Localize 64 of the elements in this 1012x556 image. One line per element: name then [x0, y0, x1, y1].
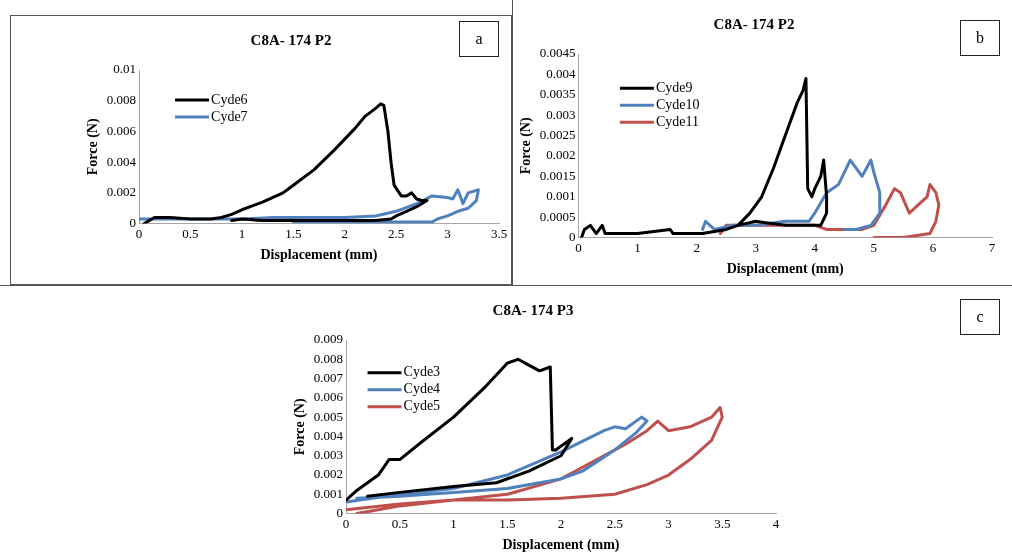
y-tick-label: 0.008 — [106, 92, 136, 108]
chart-title: C8A- 174 P2 — [250, 31, 331, 48]
y-tick-label: 0.004 — [106, 153, 137, 169]
y-tick-label: 0.005 — [313, 408, 344, 424]
legend-label: Cyde4 — [403, 381, 441, 397]
x-tick-label: 3 — [752, 239, 759, 255]
y-tick-label: 0.003 — [313, 447, 344, 463]
text: c — [960, 299, 1000, 335]
x-tick-label: 2 — [557, 515, 565, 531]
y-tick-label: 0 — [129, 215, 136, 231]
y-tick-label: 0.006 — [313, 389, 344, 405]
x-tick-label: 7 — [988, 239, 996, 255]
legend-label: Cyde5 — [403, 398, 441, 414]
x-tick-label: 3 — [443, 225, 451, 241]
x-tick-label: 6 — [929, 239, 937, 255]
y-tick-label: 0.004 — [313, 427, 344, 443]
y-tick-label: 0.002 — [106, 184, 136, 200]
text: a — [459, 21, 499, 57]
y-axis-title: Force (N) — [518, 117, 535, 175]
y-tick-label: 0.009 — [313, 331, 344, 347]
x-tick-label: 1.5 — [284, 225, 301, 241]
x-tick-label: 4 — [772, 515, 780, 531]
chart-title: C8A- 174 P3 — [492, 301, 574, 318]
x-tick-label: 1 — [450, 515, 457, 531]
text: b — [960, 20, 1000, 56]
x-tick-label: 1.5 — [499, 515, 516, 531]
x-tick-label: 4 — [811, 239, 819, 255]
x-tick-label: 5 — [870, 239, 878, 255]
y-tick-label: 0.001 — [546, 188, 576, 204]
y-tick-label: 0.0025 — [539, 127, 576, 143]
y-tick-label: 0.001 — [313, 485, 344, 501]
y-tick-label: 0 — [336, 505, 344, 521]
y-axis-title: Force (N) — [292, 398, 309, 456]
x-tick-label: 2 — [693, 239, 700, 255]
x-tick-label: 0.5 — [181, 225, 199, 241]
x-tick-label: 3 — [665, 515, 672, 531]
x-tick-label: 2 — [340, 225, 348, 241]
legend-label: Cyde11 — [655, 113, 699, 129]
x-tick-label: 2.5 — [606, 515, 623, 531]
y-tick-label: 0.0015 — [539, 167, 576, 183]
x-tick-label: 2.5 — [387, 225, 404, 241]
y-tick-label: 0.01 — [112, 61, 136, 77]
legend-label: Cyde10 — [655, 96, 700, 112]
x-tick-label: 3.5 — [714, 515, 731, 531]
chart-title: C8A- 174 P2 — [713, 15, 795, 32]
x-tick-label: 0.5 — [391, 515, 408, 531]
y-axis-title: Force (N) — [84, 118, 101, 176]
x-tick-label: 3.5 — [490, 225, 507, 241]
y-tick-label: 0.007 — [313, 370, 344, 385]
y-tick-label: 0.002 — [313, 466, 344, 482]
legend-label: Cyde6 — [210, 91, 248, 107]
x-tick-label: 1 — [238, 225, 245, 241]
y-tick-label: 0.0035 — [539, 86, 576, 102]
y-tick-label: 0.008 — [313, 350, 344, 366]
legend-label: Cyde7 — [210, 108, 248, 124]
y-tick-label: 0.0005 — [539, 208, 576, 224]
y-tick-label: 0.003 — [546, 106, 576, 122]
y-tick-label: 0.006 — [106, 122, 137, 138]
y-tick-label: 0.004 — [546, 65, 577, 81]
y-tick-label: 0.0045 — [539, 45, 576, 61]
legend-label: Cyde9 — [655, 79, 693, 95]
y-tick-label: 0.002 — [546, 147, 576, 163]
legend-label: Cyde3 — [403, 364, 441, 380]
x-tick-label: 1 — [634, 239, 641, 255]
